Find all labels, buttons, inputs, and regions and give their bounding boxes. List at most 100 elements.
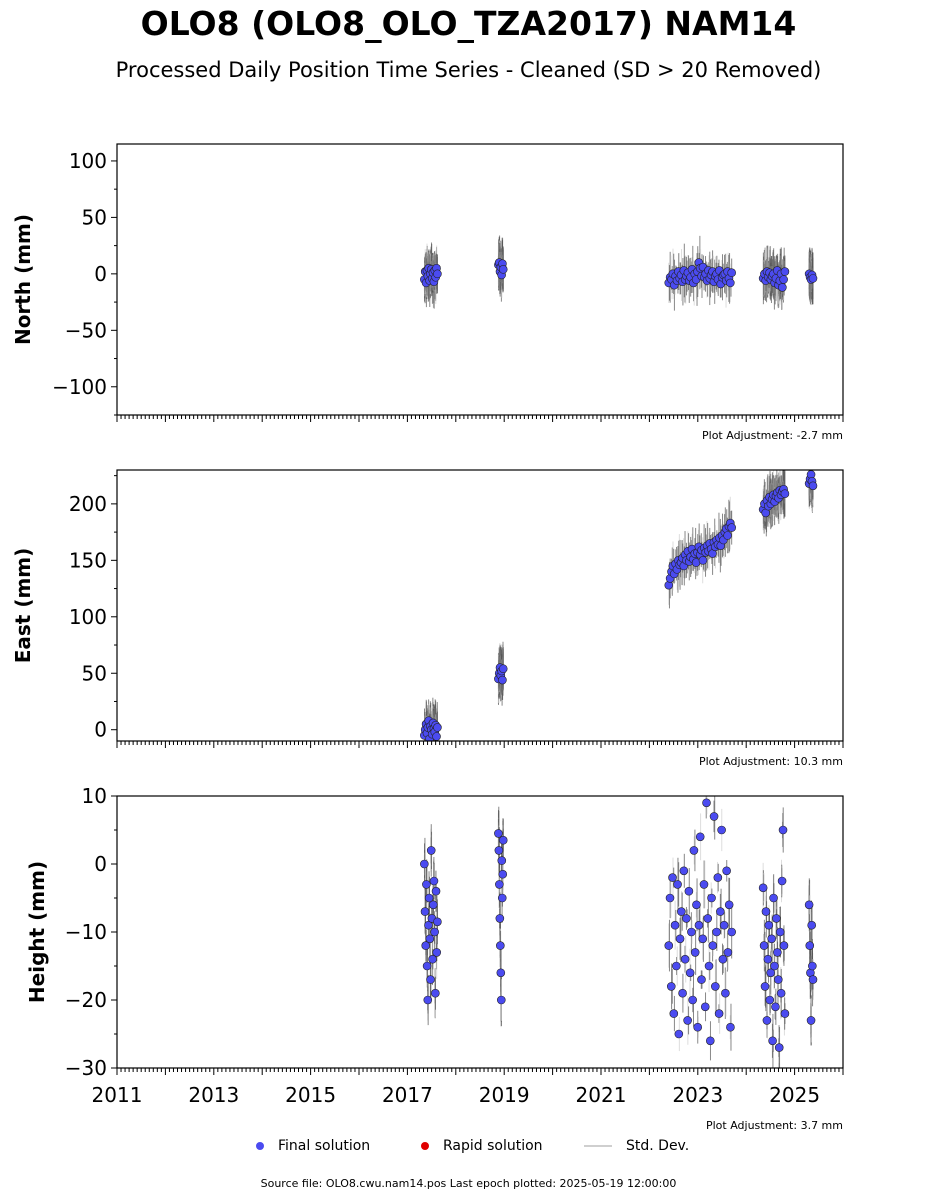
data-point: [771, 1002, 780, 1012]
y-tick-label: 150: [69, 548, 107, 572]
data-point: [430, 927, 439, 937]
data-point: [423, 995, 433, 1005]
data-point: [498, 675, 507, 685]
data-point: [679, 866, 689, 876]
data-point: [670, 920, 680, 930]
data-point: [698, 934, 708, 944]
data-point: [772, 914, 781, 923]
data-point: [698, 556, 708, 565]
data-point: [808, 481, 818, 491]
data-point: [498, 835, 508, 845]
data-point: [722, 866, 731, 876]
data-point: [719, 920, 729, 930]
data-point: [668, 873, 677, 882]
data-point: [498, 664, 508, 674]
x-tick-label: 2021: [576, 1083, 627, 1107]
data-point: [496, 941, 505, 950]
data-point: [692, 900, 701, 910]
panel-data-group: [420, 235, 818, 311]
data-point: [808, 274, 818, 283]
data-point: [760, 982, 770, 991]
x-tick-label: 2013: [188, 1083, 239, 1107]
x-tick-label: 2023: [672, 1083, 723, 1107]
data-point: [433, 917, 442, 927]
data-point: [780, 489, 790, 499]
data-point: [804, 900, 814, 910]
y-tick-label: −100: [52, 375, 107, 399]
data-point: [780, 1009, 790, 1018]
data-point: [687, 927, 696, 937]
data-point: [666, 982, 676, 991]
data-point: [684, 886, 694, 896]
chart-title: OLO8 (OLO8_OLO_TZA2017) NAM14: [140, 4, 797, 43]
data-point: [707, 893, 716, 903]
data-point: [718, 954, 728, 964]
y-tick-label: 50: [82, 661, 107, 685]
data-point: [494, 846, 504, 855]
y-tick-label: −50: [65, 318, 107, 342]
data-point: [714, 1009, 724, 1018]
data-point: [759, 941, 769, 950]
data-point: [708, 941, 718, 950]
x-tick-label: 2017: [382, 1083, 433, 1107]
data-point: [674, 1029, 684, 1039]
data-point: [690, 948, 700, 957]
data-point: [420, 907, 430, 916]
panel-0: [111, 143, 844, 422]
data-point: [807, 920, 817, 930]
legend-rapid: Rapid solution: [421, 1138, 543, 1154]
x-tick-label: 2015: [285, 1083, 336, 1107]
data-point: [808, 961, 817, 971]
data-point: [773, 975, 783, 984]
data-point: [779, 941, 789, 950]
data-point: [429, 876, 439, 886]
data-point: [664, 941, 674, 950]
data-point: [763, 954, 773, 964]
data-point: [694, 920, 704, 930]
data-point: [425, 934, 435, 944]
data-point: [422, 880, 431, 889]
data-point: [766, 968, 776, 978]
y-tick-label: −10: [65, 920, 107, 944]
data-point: [762, 1016, 772, 1025]
data-point: [724, 900, 734, 910]
final-solution-marker: [256, 1142, 264, 1150]
x-tick-label: 2019: [479, 1083, 530, 1107]
data-point: [702, 798, 711, 808]
y-axis-label: Height (mm): [25, 861, 49, 1003]
data-point: [426, 975, 435, 984]
data-point: [426, 846, 436, 855]
data-point: [709, 812, 719, 821]
data-point: [727, 927, 736, 937]
panel-1: [111, 469, 844, 748]
legend: Final solution Rapid solution Std. Dev.: [0, 1138, 937, 1158]
data-point: [778, 825, 788, 835]
data-point: [498, 265, 508, 274]
data-point: [723, 948, 733, 957]
data-point: [768, 1036, 777, 1046]
data-point: [713, 873, 723, 882]
data-point: [672, 961, 681, 971]
data-point: [495, 914, 505, 923]
data-point: [424, 893, 434, 903]
north-plot-adjustment: Plot Adjustment: -2.7 mm: [702, 429, 843, 442]
data-point: [494, 829, 503, 838]
data-point: [683, 1016, 692, 1025]
data-point: [420, 859, 429, 869]
data-point: [703, 914, 713, 923]
data-point: [669, 1009, 679, 1018]
y-axis-label: North (mm): [11, 214, 35, 345]
panel-2: [111, 795, 844, 1075]
data-point: [723, 531, 732, 540]
data-point: [431, 886, 441, 896]
data-point: [428, 954, 437, 964]
data-point: [432, 948, 442, 957]
data-point: [761, 907, 771, 916]
rapid-solution-marker: [421, 1142, 429, 1150]
data-point: [765, 995, 775, 1005]
data-point: [675, 934, 685, 944]
data-point: [705, 1036, 715, 1046]
data-point: [428, 900, 438, 910]
data-point: [775, 927, 785, 937]
legend-stddev: Std. Dev.: [584, 1138, 689, 1154]
